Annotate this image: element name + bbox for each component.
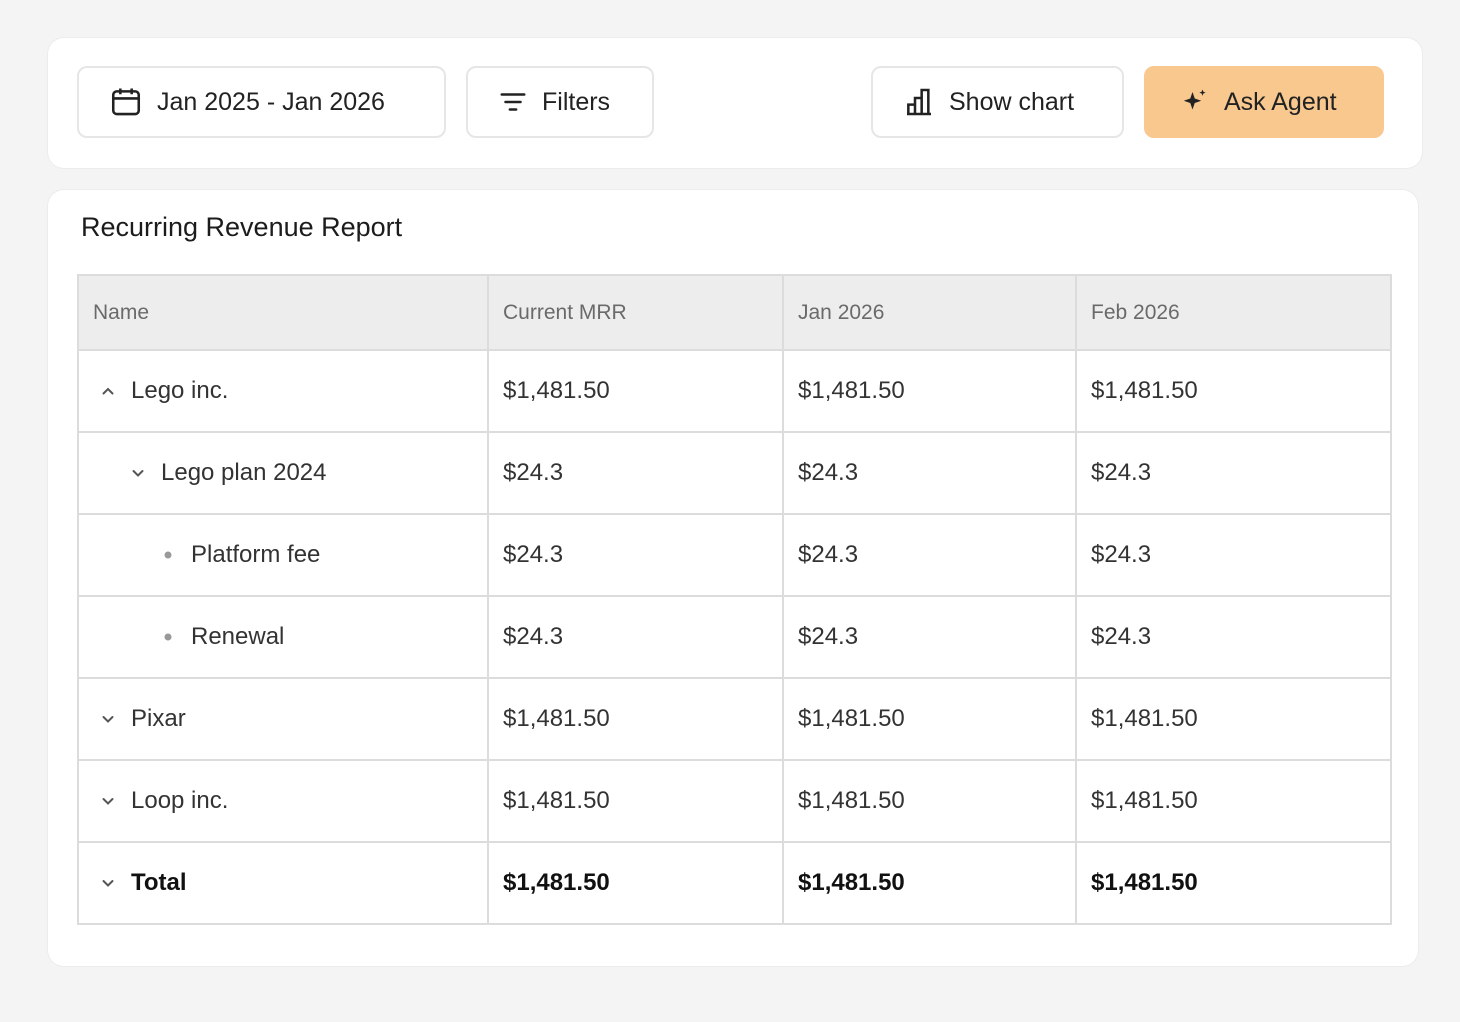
expand-toggle[interactable]: [93, 383, 123, 399]
filters-button[interactable]: Filters: [466, 66, 654, 138]
report-table: Name Current MRR Jan 2026 Feb 2026 Lego inc…: [77, 274, 1392, 925]
bullet: [153, 550, 183, 560]
date-range-button[interactable]: Jan 2025 - Jan 2026: [77, 66, 446, 138]
name-cell: Platform fee: [77, 513, 489, 597]
row-name: Renewal: [191, 623, 285, 650]
value-cell: $1,481.50: [1075, 677, 1392, 761]
value-cell: $1,481.50: [782, 841, 1077, 925]
filters-label: Filters: [542, 87, 611, 116]
name-wrap: Lego inc.: [93, 377, 487, 405]
value-cell: $1,481.50: [487, 759, 784, 843]
column-header: Jan 2026: [782, 274, 1077, 351]
value-cell: $24.3: [487, 431, 784, 515]
name-wrap: Total: [93, 869, 487, 897]
name-wrap: Loop inc.: [93, 787, 487, 815]
date-range-label: Jan 2025 - Jan 2026: [157, 87, 385, 116]
value-cell: $24.3: [782, 513, 1077, 597]
value-cell: $24.3: [782, 431, 1077, 515]
value-cell: $24.3: [782, 595, 1077, 679]
show-chart-button[interactable]: Show chart: [871, 66, 1124, 138]
name-wrap: Platform fee: [93, 541, 487, 569]
column-header: Current MRR: [487, 274, 784, 351]
table-row: Total $1,481.50 $1,481.50 $1,481.50: [77, 841, 1392, 925]
name-wrap: Renewal: [93, 623, 487, 651]
name-cell: Pixar: [77, 677, 489, 761]
name-cell: Loop inc.: [77, 759, 489, 843]
table-row: Pixar $1,481.50 $1,481.50 $1,481.50: [77, 677, 1392, 761]
expand-toggle[interactable]: [93, 875, 123, 891]
row-name: Total: [131, 869, 187, 896]
column-header: Name: [77, 274, 489, 351]
value-cell: $24.3: [1075, 431, 1392, 515]
toolbar: Jan 2025 - Jan 2026 Filters Show chart A…: [48, 38, 1422, 168]
name-cell: Lego inc.: [77, 349, 489, 433]
name-wrap: Lego plan 2024: [93, 459, 487, 487]
value-cell: $24.3: [487, 595, 784, 679]
sparkle-icon: [1183, 89, 1206, 110]
value-cell: $1,481.50: [487, 841, 784, 925]
table-row: Loop inc. $1,481.50 $1,481.50 $1,481.50: [77, 759, 1392, 843]
column-header: Feb 2026: [1075, 274, 1392, 351]
report-card: Recurring Revenue Report Name Current MRR…: [48, 190, 1418, 966]
value-cell: $1,481.50: [1075, 349, 1392, 433]
show-chart-label: Show chart: [949, 87, 1075, 116]
row-name: Lego plan 2024: [161, 459, 327, 486]
row-name: Loop inc.: [131, 787, 229, 814]
table-row: Lego plan 2024 $24.3 $24.3 $24.3: [77, 431, 1392, 515]
chart-icon: [907, 88, 931, 116]
value-cell: $24.3: [487, 513, 784, 597]
name-wrap: Pixar: [93, 705, 487, 733]
name-cell: Lego plan 2024: [77, 431, 489, 515]
expand-toggle[interactable]: [123, 465, 153, 481]
value-cell: $1,481.50: [487, 349, 784, 433]
value-cell: $1,481.50: [487, 677, 784, 761]
table-row: Lego inc. $1,481.50 $1,481.50 $1,481.50: [77, 349, 1392, 433]
value-cell: $1,481.50: [782, 349, 1077, 433]
value-cell: $24.3: [1075, 595, 1392, 679]
row-name: Platform fee: [191, 541, 321, 568]
expand-toggle[interactable]: [93, 793, 123, 809]
header-row: Name Current MRR Jan 2026 Feb 2026: [77, 274, 1392, 351]
value-cell: $1,481.50: [1075, 841, 1392, 925]
ask-agent-label: Ask Agent: [1224, 87, 1337, 116]
table-row: Platform fee $24.3 $24.3 $24.3: [77, 513, 1392, 597]
value-cell: $24.3: [1075, 513, 1392, 597]
calendar-icon: [111, 88, 141, 116]
table-row: Renewal $24.3 $24.3 $24.3: [77, 595, 1392, 679]
value-cell: $1,481.50: [782, 759, 1077, 843]
name-cell: Renewal: [77, 595, 489, 679]
report-title: Recurring Revenue Report: [81, 212, 403, 242]
expand-toggle[interactable]: [93, 711, 123, 727]
filter-icon: [500, 93, 526, 111]
value-cell: $1,481.50: [1075, 759, 1392, 843]
ask-agent-button[interactable]: Ask Agent: [1144, 66, 1384, 138]
row-name: Lego inc.: [131, 377, 229, 404]
name-cell: Total: [77, 841, 489, 925]
value-cell: $1,481.50: [782, 677, 1077, 761]
row-name: Pixar: [131, 705, 186, 732]
bullet: [153, 632, 183, 642]
